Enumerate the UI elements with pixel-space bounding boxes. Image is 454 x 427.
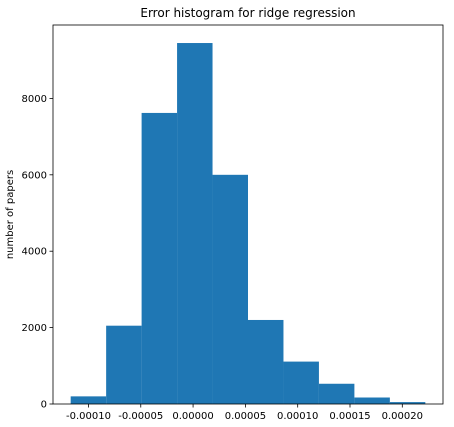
histogram-bar — [106, 325, 142, 404]
x-tick-label: -0.00005 — [118, 411, 163, 422]
histogram-bar — [318, 383, 355, 404]
x-tick-label: 0.00010 — [277, 411, 318, 422]
histogram-bar — [248, 319, 284, 404]
y-axis-label: number of papers — [5, 170, 16, 259]
x-tick-label: 0.00015 — [329, 411, 370, 422]
x-tick-label: -0.00010 — [66, 411, 111, 422]
y-tick-label: 6000 — [22, 170, 47, 181]
y-tick-label: 8000 — [22, 94, 47, 105]
x-tick-label: 0.00000 — [172, 411, 213, 422]
chart-title: Error histogram for ridge regression — [140, 6, 355, 20]
y-tick-label: 4000 — [22, 247, 47, 258]
x-axis-ticks: -0.00010 -0.00005 0.00000 0.00005 0.00010 0.0… — [66, 404, 423, 422]
histogram-bar — [389, 402, 426, 404]
y-tick-label: 2000 — [22, 323, 47, 334]
histogram-bar — [354, 397, 390, 404]
histogram-bar — [141, 112, 178, 404]
plot-frame — [52, 24, 444, 405]
y-axis-ticks: 0 2000 4000 6000 8000 — [22, 94, 53, 411]
histogram-bar — [283, 361, 319, 404]
histogram-bar — [212, 174, 248, 404]
x-tick-label: 0.00020 — [382, 411, 423, 422]
histogram-bars — [70, 43, 426, 405]
x-tick-label: 0.00005 — [225, 411, 266, 422]
y-tick-label: 0 — [41, 400, 47, 411]
histogram-bar — [177, 43, 213, 405]
histogram-bar — [70, 396, 107, 404]
